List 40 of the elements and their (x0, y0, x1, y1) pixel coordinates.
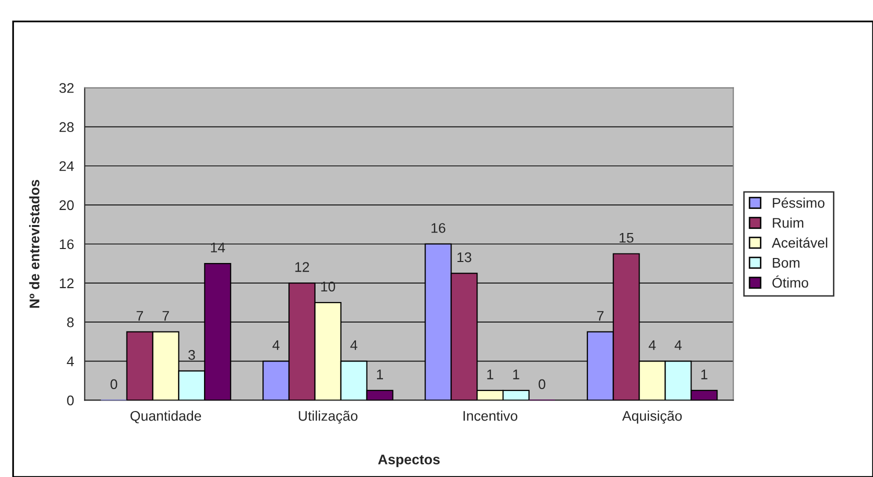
y-tick-label: 24 (60, 161, 74, 171)
x-axis-title: Aspectos (378, 454, 440, 468)
x-tick-label: Utilização (298, 410, 358, 424)
data-label: 0 (110, 379, 118, 390)
legend-label: Ótimo (772, 276, 808, 288)
data-label: 1 (701, 370, 708, 380)
data-label: 4 (674, 340, 682, 350)
data-label: 1 (513, 370, 520, 380)
y-tick-label: 4 (66, 356, 74, 366)
data-label: 3 (188, 350, 195, 360)
y-tick-label: 12 (60, 278, 74, 288)
y-tick-label: 0 (67, 396, 74, 406)
data-label: 16 (432, 223, 446, 233)
data-label: 4 (350, 340, 358, 350)
data-label: 1 (487, 370, 494, 380)
x-tick-label: Incentivo (464, 410, 518, 421)
y-axis-title: Nº de entrevistados (29, 180, 40, 308)
data-label: 12 (295, 262, 310, 272)
data-label: 14 (210, 242, 225, 252)
data-label: 1 (377, 370, 383, 380)
legend-label: Ruim (772, 218, 804, 228)
data-label: 13 (457, 252, 472, 262)
y-tick-label: 8 (67, 317, 74, 328)
y-tick-label: 32 (59, 83, 74, 93)
y-tick-label: 16 (60, 239, 74, 250)
data-label: 7 (162, 311, 169, 321)
y-tick-label: 20 (60, 200, 74, 210)
legend-label: Aceitável (772, 237, 828, 248)
data-label: 7 (597, 311, 604, 321)
y-tick-label: 28 (60, 122, 74, 132)
data-label: 0 (538, 379, 546, 390)
data-label: 7 (136, 311, 143, 321)
data-label: 10 (321, 282, 336, 292)
data-label: 15 (620, 232, 634, 243)
data-label: 4 (648, 340, 656, 350)
legend-label: Péssimo (772, 197, 824, 208)
x-tick-label: Quantidade (130, 410, 202, 424)
legend-label: Bom (772, 258, 800, 268)
data-label: 4 (272, 340, 280, 350)
x-tick-label: Aquisição (622, 410, 682, 424)
